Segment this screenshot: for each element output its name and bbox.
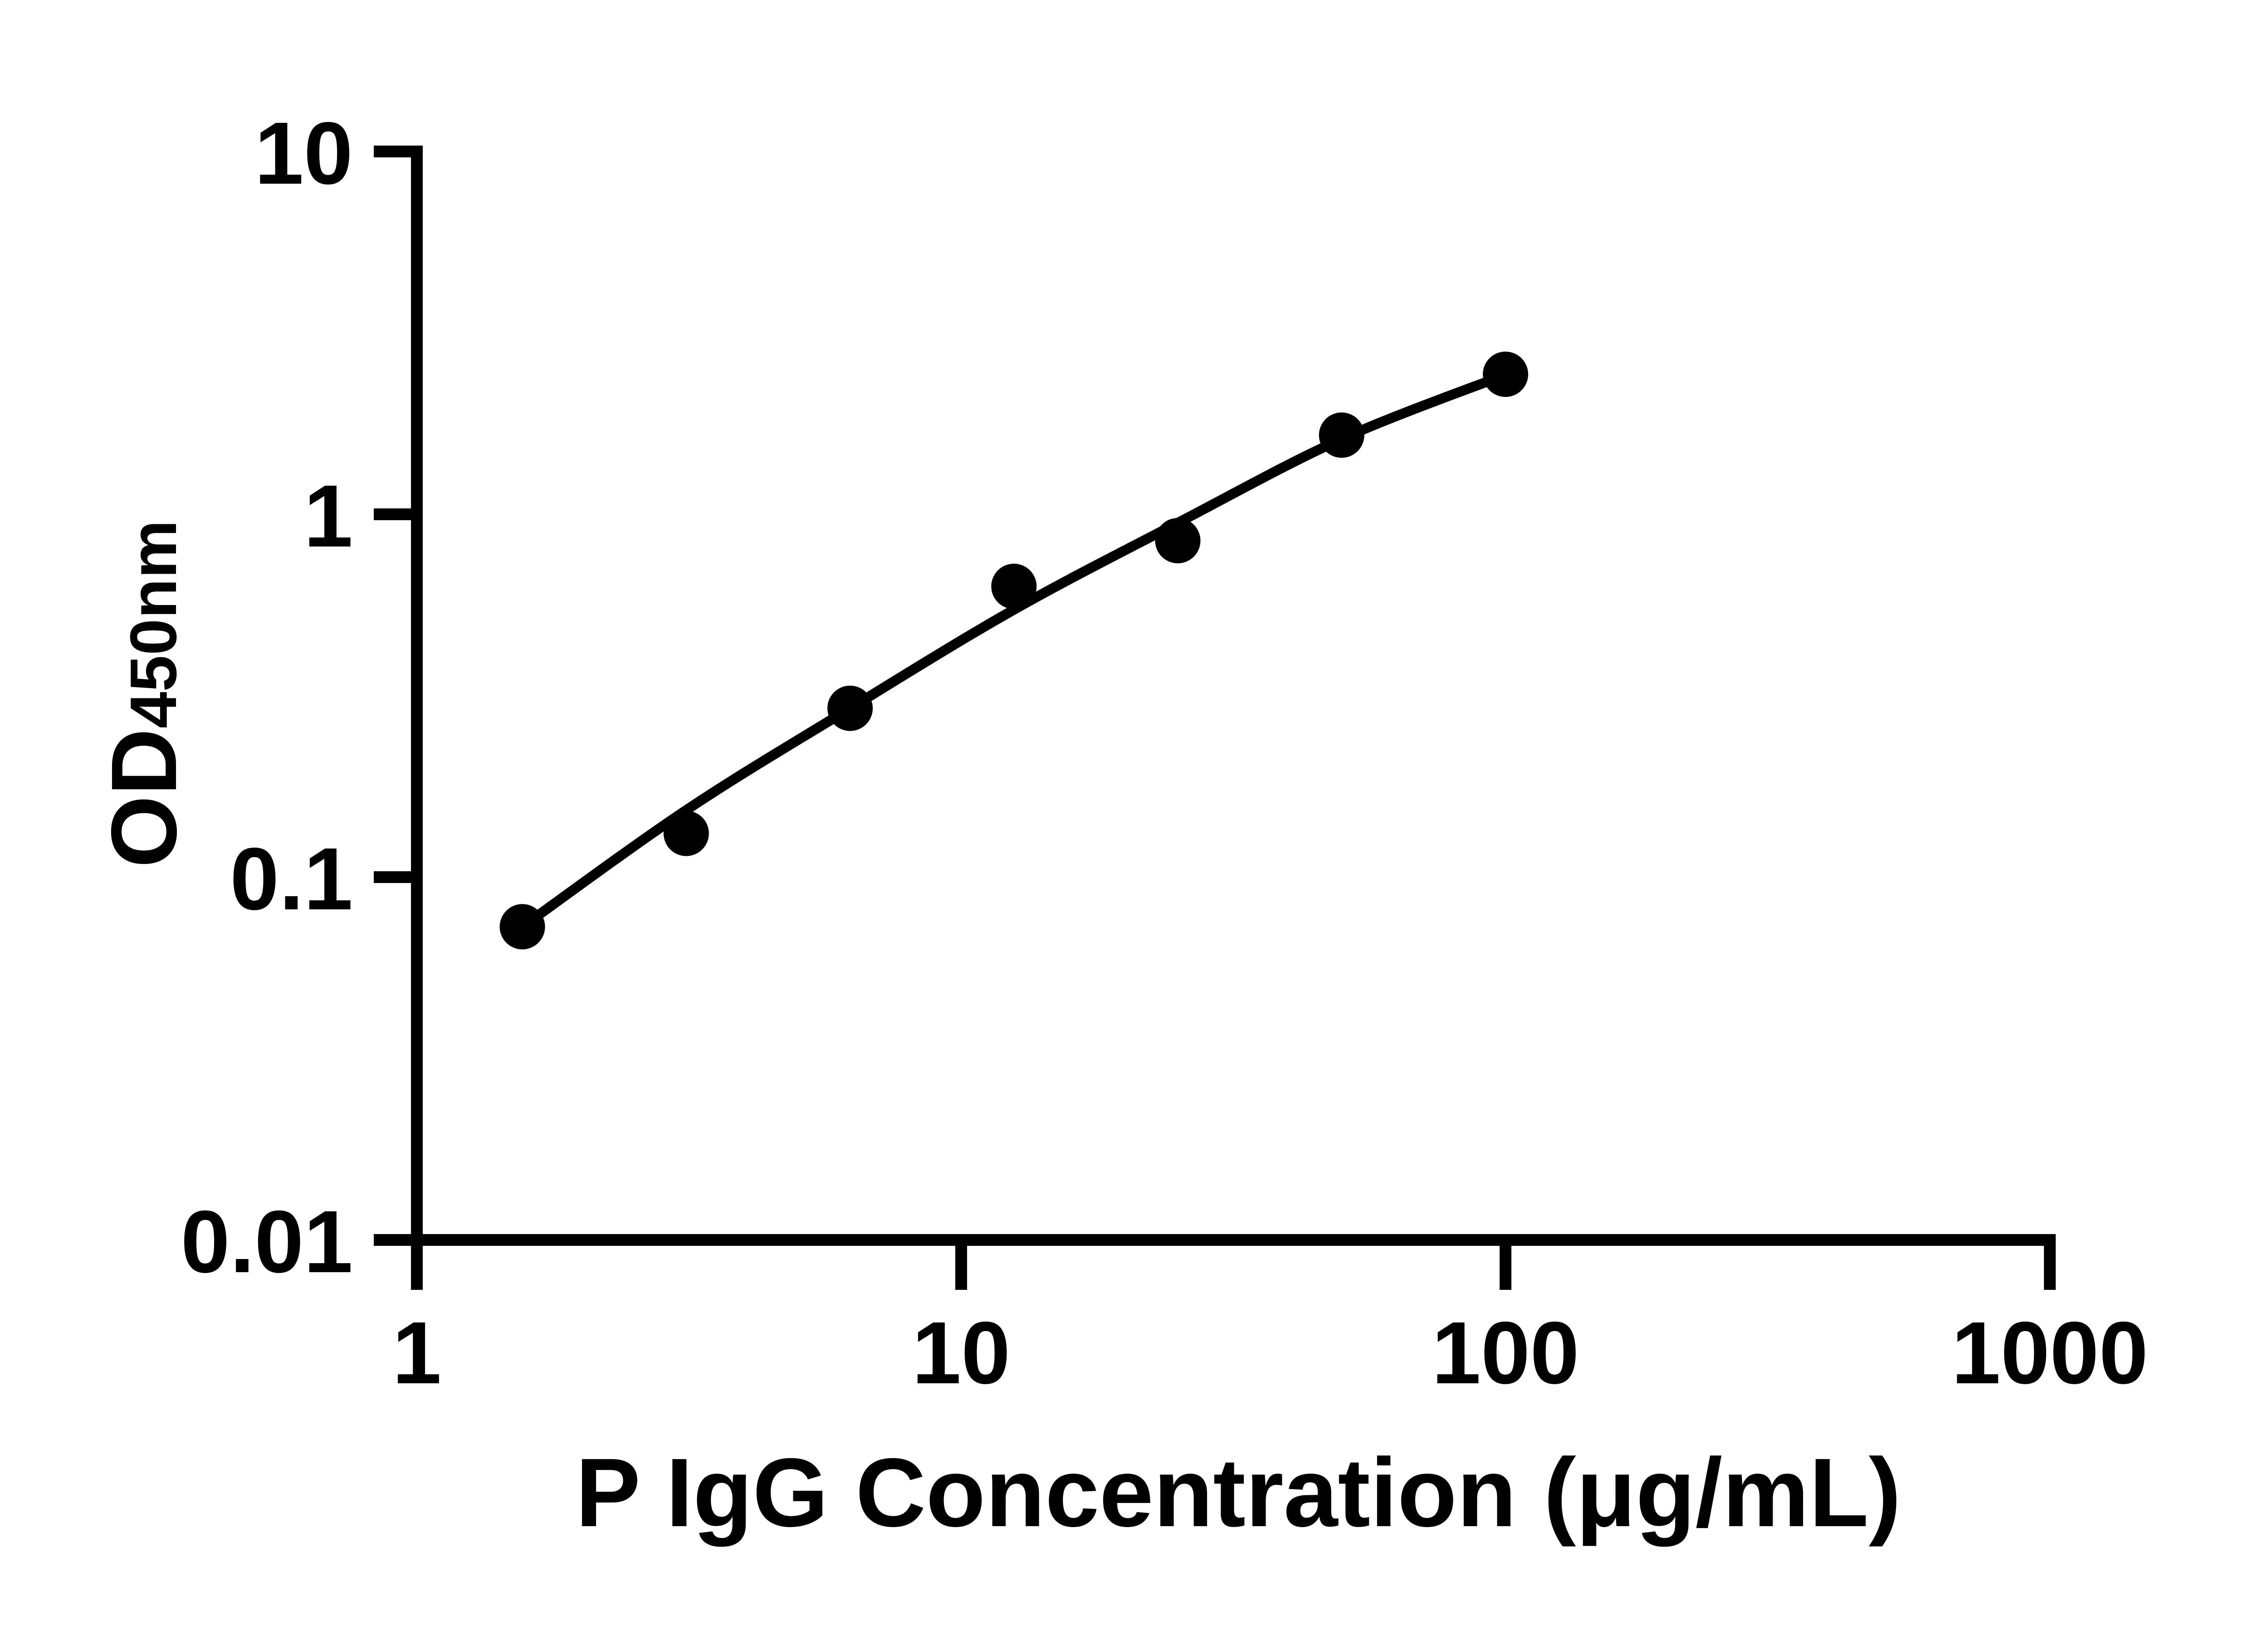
y-tick-label-0.01: 0.01 — [181, 1192, 353, 1291]
x-axis — [411, 1234, 2056, 1290]
data-point-6.25 — [827, 685, 873, 731]
y-axis-title-main: OD — [92, 728, 196, 868]
data-point-25 — [1155, 518, 1201, 564]
x-axis-title: P IgG Concentration (μg/mL) — [576, 1438, 1901, 1547]
data-point-100 — [1483, 351, 1528, 397]
x-tick-label-1000: 1000 — [1951, 1303, 2148, 1402]
x-tick-labels: 1 10 100 1000 — [392, 1303, 2148, 1402]
x-tick-label-100: 100 — [1432, 1303, 1579, 1402]
data-point-12.5 — [991, 563, 1037, 609]
x-tick-label-10: 10 — [912, 1303, 1011, 1402]
data-point-3.125 — [663, 810, 709, 856]
x-tick-label-1: 1 — [392, 1303, 441, 1402]
y-tick-labels: 10 1 0.1 0.01 — [181, 104, 353, 1291]
data-point-50 — [1319, 412, 1364, 458]
y-tick-label-1: 1 — [304, 467, 353, 566]
y-axis-title-subscript: 450nm — [117, 520, 190, 728]
data-points — [499, 351, 1528, 950]
y-tick-label-0.1: 0.1 — [230, 830, 353, 928]
y-tick-label-10: 10 — [254, 104, 353, 203]
y-axis — [374, 146, 423, 1246]
y-axis-title: OD450nm — [92, 520, 196, 868]
data-point-1.5625 — [499, 904, 545, 950]
